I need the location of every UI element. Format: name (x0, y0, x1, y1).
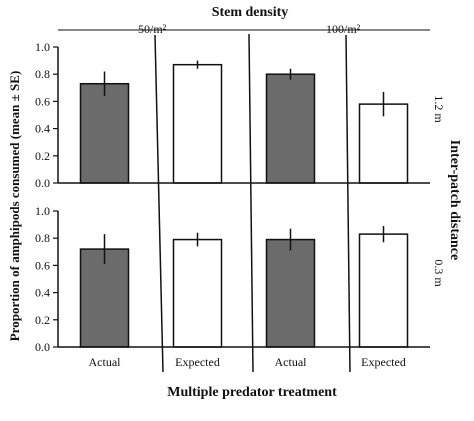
category-label: Expected (361, 355, 406, 369)
y-tick-label: 0.6 (35, 258, 50, 272)
bar (265, 238, 316, 348)
y-tick-label: 0.8 (35, 231, 50, 245)
y-tick-label: 1.0 (35, 204, 50, 218)
bar (358, 233, 409, 348)
y-axis-label: Proportion of amphipods consumed (mean ±… (7, 71, 22, 342)
bar (265, 73, 316, 184)
category-label: Actual (275, 355, 308, 369)
category-label: Actual (89, 355, 122, 369)
column-group-label: 50/m² (138, 22, 167, 36)
y-tick-label: 0.0 (35, 176, 50, 190)
column-separator-line (248, 33, 254, 373)
y-tick-label: 1.0 (35, 40, 50, 54)
bar (172, 63, 223, 184)
y-tick-label: 0.0 (35, 340, 50, 354)
column-separator-line (345, 34, 351, 373)
y-tick-label: 0.4 (35, 286, 50, 300)
x-axis-label: Multiple predator treatment (167, 385, 337, 400)
y-tick-label: 0.2 (35, 313, 50, 327)
plot-area: 0.0 0.2 0.4 0.6 0.8 1.0 1.2 m 0.0 0.2 0.4 0.6 0.8 1.… (35, 22, 446, 373)
bar (79, 248, 130, 348)
chart-title: Stem density (212, 5, 289, 20)
bar (172, 238, 223, 348)
column-separator-line (154, 34, 164, 373)
row-group-label: 1.2 m (432, 95, 446, 123)
y-tick-label: 0.4 (35, 122, 50, 136)
column-group-label: 100/m² (326, 22, 361, 36)
right-axis-label: Inter-patch distance (447, 140, 462, 260)
row-group-label: 0.3 m (432, 259, 446, 287)
y-tick-label: 0.6 (35, 94, 50, 108)
bar (79, 82, 130, 184)
y-tick-label: 0.2 (35, 149, 50, 163)
y-tick-label: 0.8 (35, 67, 50, 81)
category-label: Expected (175, 355, 220, 369)
